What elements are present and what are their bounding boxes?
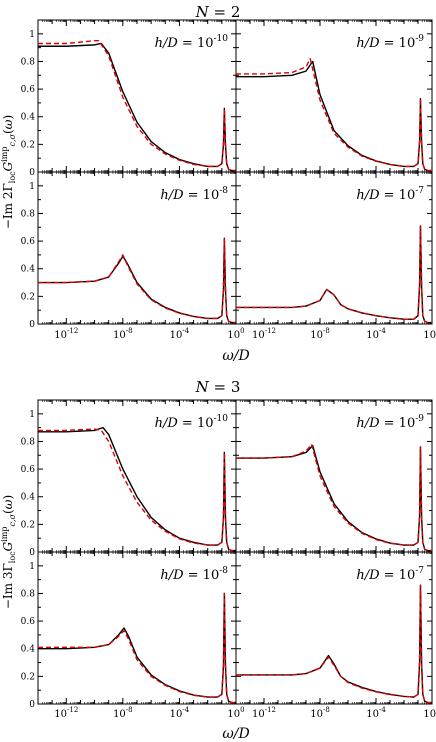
y-tick-label: 1 [29,410,35,420]
panel: 0 0.2 0.4 0.6 0.8 1 10-12 10-8 10-4 100 h/D = 10-8 [21,171,245,341]
x-axis-label: ω/D [222,348,249,364]
y-tick-label: 0.6 [21,85,36,95]
panel: 0 0.2 0.4 0.6 0.8 1 h/D = 10-10 [21,19,237,178]
panel-label: h/D = 10-10 [155,414,229,431]
x-axis-label: ω/D [222,726,249,742]
series-line-red [236,57,432,172]
y-tick-label: 0 [29,548,35,558]
y-tick-label: 0 [29,700,35,710]
y-tick-label: 0.2 [21,520,35,530]
y-tick-label: 0.2 [21,140,35,150]
y-tick-label: 0.4 [21,493,36,503]
series-line-red [236,225,432,324]
x-tick-label: 10-12 [252,327,276,341]
y-tick-label: 0.4 [21,265,36,275]
series-line-black [38,237,236,324]
y-tick-label: 1 [29,30,35,40]
panel: 10-12 10-8 10-4 100 h/D = 10-7 [235,551,436,720]
series-line-red [38,428,236,552]
series-line-black [38,592,236,704]
x-tick-label: 10-8 [113,706,133,720]
y-tick-label: 0.8 [21,209,36,219]
y-tick-label: 0.6 [21,617,36,627]
chart-title: N = 2 [195,3,241,21]
y-tick-label: 0.2 [21,672,35,682]
panel-label: h/D = 10-9 [356,34,424,51]
x-tick-label: 10-4 [366,327,386,341]
y-tick-label: 0.6 [21,465,36,475]
series-line-red [38,592,236,704]
y-tick-label: 0.8 [21,57,36,67]
x-tick-label: 10-4 [170,706,190,720]
y-tick-label: 0.4 [21,113,36,123]
panel-label: h/D = 10-7 [356,566,424,583]
series-line-black [236,225,432,324]
y-axis-label: −Im 2ΓlocGimpc,σ(ω) [0,115,17,229]
series-line-black [236,60,432,172]
y-tick-label: 0.2 [21,292,35,302]
panel: 0 0.2 0.4 0.6 0.8 1 10-12 10-8 10-4 100 h/D = 10-8 [21,551,245,720]
x-tick-label: 10-8 [310,706,330,720]
x-tick-label: 10-12 [54,706,78,720]
series-line-red [236,584,432,704]
x-tick-label: 10-12 [252,706,276,720]
x-tick-label: 100 [423,706,436,720]
y-tick-label: 0.8 [21,437,36,447]
y-tick-label: 0.8 [21,589,36,599]
panel: h/D = 10-9 [235,19,433,173]
panel-label: h/D = 10-7 [356,186,424,203]
x-tick-label: 100 [423,327,436,341]
panel-label: h/D = 10-9 [356,414,424,431]
y-tick-label: 0 [29,168,35,178]
series-line-red [38,237,236,324]
y-tick-label: 1 [29,562,35,572]
x-tick-label: 100 [227,327,244,341]
series-line-red [38,40,236,172]
x-tick-label: 10-12 [54,327,78,341]
series-line-black [38,426,236,552]
chart-title: N = 3 [195,378,241,396]
x-tick-label: 100 [227,706,244,720]
x-tick-label: 10-4 [170,327,190,341]
series-line-black [38,42,236,172]
panel-label: h/D = 10-8 [160,566,228,583]
chart-group: N = 3 −Im 3ΓlocGimpc,σ(ω) ω/D 0 0.2 0.4 0.6 0.8… [0,378,436,742]
panel: h/D = 10-9 [235,399,433,553]
chart-group: N = 2 −Im 2ΓlocGimpc,σ(ω) ω/D 0 0.2 0.4 0.6 0.8… [0,3,436,364]
panel-label: h/D = 10-10 [155,34,229,51]
y-tick-label: 0.6 [21,237,36,247]
series-line-red [236,443,432,552]
y-axis-label: −Im 3ΓlocGimpc,σ(ω) [0,495,17,609]
x-tick-label: 10-8 [310,327,330,341]
x-tick-label: 10-4 [366,706,386,720]
y-tick-label: 0 [29,320,35,330]
y-tick-label: 1 [29,182,35,192]
y-tick-label: 0.4 [21,645,36,655]
panel: 0 0.2 0.4 0.6 0.8 1 h/D = 10-10 [21,399,237,558]
panel-label: h/D = 10-8 [160,186,228,203]
panel: 10-12 10-8 10-4 100 h/D = 10-7 [235,171,436,341]
series-line-black [236,444,432,552]
x-tick-label: 10-8 [113,327,133,341]
series-line-black [236,584,432,704]
